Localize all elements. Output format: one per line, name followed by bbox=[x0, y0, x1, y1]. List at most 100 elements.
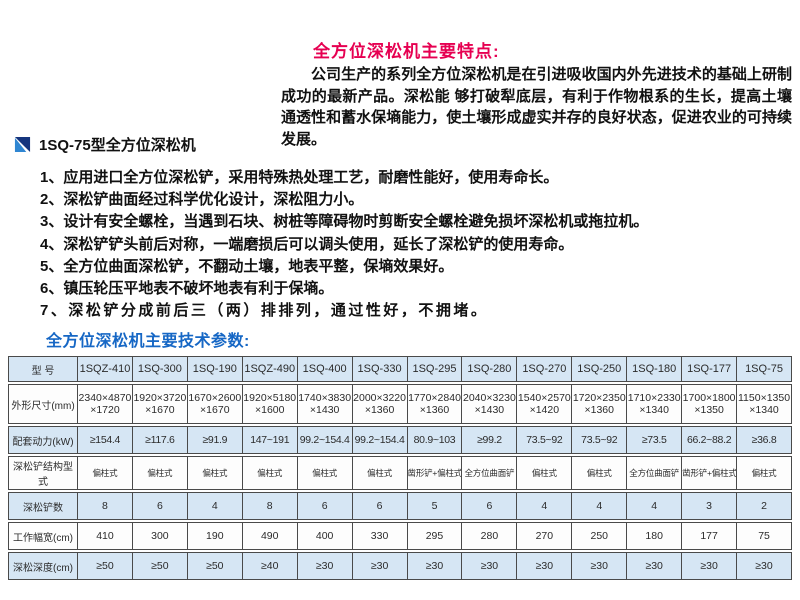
param-value-cell: 295 bbox=[407, 522, 463, 550]
param-value-cell: ≥30 bbox=[297, 552, 353, 580]
param-value-cell: 1720×2350 ×1360 bbox=[572, 384, 628, 424]
param-value-cell: 6 bbox=[297, 492, 353, 520]
param-value-cell: 偏柱式 bbox=[242, 456, 298, 490]
param-value-cell: 偏柱式 bbox=[517, 456, 573, 490]
param-value-cell: 400 bbox=[297, 522, 353, 550]
param-label-cell: 外形尺寸(mm) bbox=[8, 384, 78, 424]
param-value-cell: 偏柱式 bbox=[132, 456, 188, 490]
param-value-cell: 1770×2840 ×1360 bbox=[407, 384, 463, 424]
param-value-cell: 147~191 bbox=[242, 426, 298, 454]
model-header-cell: 1SQ-295 bbox=[407, 356, 463, 382]
param-value-cell: 180 bbox=[627, 522, 683, 550]
param-value-cell: ≥30 bbox=[682, 552, 738, 580]
model-column-label: 型 号 bbox=[8, 356, 78, 382]
param-value-cell: 4 bbox=[517, 492, 573, 520]
params-table: 型 号 1SQZ-410 1SQ-300 1SQ-190 1SQZ-490 1SQ-400… bbox=[8, 354, 792, 582]
param-label-cell: 深松深度(cm) bbox=[8, 552, 78, 580]
model-header-cell: 1SQ-250 bbox=[572, 356, 628, 382]
param-value-cell: ≥50 bbox=[78, 552, 133, 580]
param-value-cell: 410 bbox=[78, 522, 133, 550]
param-row: 配套动力(kW) ≥154.4 ≥117.6 ≥91.9 147~191 99.2~154… bbox=[8, 426, 792, 454]
param-value-cell: 偏柱式 bbox=[297, 456, 353, 490]
param-value-cell: 75 bbox=[737, 522, 792, 550]
params-title: 全方位深松机主要技术参数: bbox=[46, 333, 250, 350]
param-value-cell: 177 bbox=[682, 522, 738, 550]
param-value-cell: 偏柱式 bbox=[78, 456, 133, 490]
param-value-cell: 4 bbox=[572, 492, 628, 520]
param-value-cell: 全方位曲面铲 bbox=[627, 456, 683, 490]
param-value-cell: ≥30 bbox=[572, 552, 628, 580]
model-header-cell: 1SQ-330 bbox=[352, 356, 408, 382]
param-value-cell: ≥99.2 bbox=[462, 426, 518, 454]
param-value-cell: ≥30 bbox=[352, 552, 408, 580]
param-value-cell: 偏柱式 bbox=[352, 456, 408, 490]
param-value-cell: ≥50 bbox=[132, 552, 188, 580]
param-value-cell: 3 bbox=[682, 492, 738, 520]
param-value-cell: 凿形铲+偏柱式 bbox=[682, 456, 738, 490]
param-value-cell: ≥73.5 bbox=[627, 426, 683, 454]
features-list: 1、应用进口全方位深松铲，采用特殊热处理工艺，耐磨性能好，使用寿命长。 2、深松铲… bbox=[40, 167, 790, 322]
param-value-cell: ≥30 bbox=[627, 552, 683, 580]
param-value-cell: 8 bbox=[242, 492, 298, 520]
param-value-cell: 1700×1800 ×1350 bbox=[682, 384, 738, 424]
param-row: 深松铲结构型式 偏柱式 偏柱式 偏柱式 偏柱式 偏柱式 偏柱式 凿形铲+偏柱式 全方位曲面铲 偏柱… bbox=[8, 456, 792, 490]
param-value-cell: 2340×4870 ×1720 bbox=[78, 384, 133, 424]
param-value-cell: 66.2~88.2 bbox=[682, 426, 738, 454]
param-value-cell: 270 bbox=[517, 522, 573, 550]
param-value-cell: 6 bbox=[352, 492, 408, 520]
params-table-wrap: 型 号 1SQZ-410 1SQ-300 1SQ-190 1SQZ-490 1SQ-400… bbox=[8, 354, 792, 582]
param-value-cell: 73.5~92 bbox=[572, 426, 628, 454]
model-header-cell: 1SQ-177 bbox=[682, 356, 738, 382]
param-value-cell: 330 bbox=[352, 522, 408, 550]
param-value-cell: 250 bbox=[572, 522, 628, 550]
features-paragraph: 公司生产的系列全方位深松机是在引进吸收国内外先进技术的基础上研制成功的最新产品。… bbox=[281, 66, 792, 148]
params-table-head: 型 号 1SQZ-410 1SQ-300 1SQ-190 1SQZ-490 1SQ-400… bbox=[8, 356, 792, 382]
param-value-cell: 偏柱式 bbox=[187, 456, 243, 490]
features-title: 全方位深松机主要特点: bbox=[313, 42, 500, 61]
param-value-cell: 2000×3220 ×1360 bbox=[352, 384, 408, 424]
feature-item: 6、镇压轮压平地表不破坏地表有利于保墒。 bbox=[40, 280, 334, 298]
feature-item: 4、深松铲铲头前后对称，一端磨损后可以调头使用，延长了深松铲的使用寿命。 bbox=[40, 235, 574, 253]
param-row: 深松铲数 8 6 4 8 6 6 5 6 4 4 4 3 2 bbox=[8, 492, 792, 520]
param-value-cell: 300 bbox=[132, 522, 188, 550]
model-header-cell: 1SQ-75 bbox=[737, 356, 792, 382]
model-header-cell: 1SQ-270 bbox=[517, 356, 573, 382]
param-value-cell: 4 bbox=[627, 492, 683, 520]
param-value-cell: 偏柱式 bbox=[572, 456, 628, 490]
feature-item: 2、深松铲曲面经过科学优化设计，深松阻力小。 bbox=[40, 191, 364, 209]
param-value-cell: 2 bbox=[737, 492, 792, 520]
product-heading: 1SQ-75型全方位深松机 bbox=[14, 134, 196, 155]
param-value-cell: 1670×2600 ×1670 bbox=[187, 384, 243, 424]
params-table-body: 外形尺寸(mm) 2340×4870 ×1720 1920×3720 ×1670 16… bbox=[8, 384, 792, 580]
param-value-cell: ≥40 bbox=[242, 552, 298, 580]
param-row: 工作幅宽(cm) 410 300 190 490 400 330 295 280 270 250 18… bbox=[8, 522, 792, 550]
params-header-row: 型 号 1SQZ-410 1SQ-300 1SQ-190 1SQZ-490 1SQ-400… bbox=[8, 356, 792, 382]
param-value-cell: 全方位曲面铲 bbox=[462, 456, 518, 490]
model-header-cell: 1SQZ-410 bbox=[78, 356, 133, 382]
feature-item: 1、应用进口全方位深松铲，采用特殊热处理工艺，耐磨性能好，使用寿命长。 bbox=[40, 169, 559, 186]
param-value-cell: 1920×5180 ×1600 bbox=[242, 384, 298, 424]
param-row: 深松深度(cm) ≥50 ≥50 ≥50 ≥40 ≥30 ≥30 ≥30 ≥30 ≥30 ≥30 ≥3… bbox=[8, 552, 792, 580]
param-value-cell: 280 bbox=[462, 522, 518, 550]
param-value-cell: 6 bbox=[462, 492, 518, 520]
product-heading-label: 1SQ-75型全方位深松机 bbox=[39, 137, 196, 154]
param-value-cell: 99.2~154.4 bbox=[352, 426, 408, 454]
param-label-cell: 工作幅宽(cm) bbox=[8, 522, 78, 550]
param-label-cell: 配套动力(kW) bbox=[8, 426, 78, 454]
param-value-cell: 1740×3830 ×1430 bbox=[297, 384, 353, 424]
model-header-cell: 1SQ-190 bbox=[187, 356, 243, 382]
model-header-cell: 1SQ-400 bbox=[297, 356, 353, 382]
param-label-cell: 深松铲结构型式 bbox=[8, 456, 78, 490]
param-value-cell: ≥154.4 bbox=[78, 426, 133, 454]
feature-item: 3、设计有安全螺栓，当遇到石块、树桩等障碍物时剪断安全螺栓避免损坏深松机或拖拉机… bbox=[40, 213, 649, 231]
param-value-cell: 2040×3230 ×1430 bbox=[462, 384, 518, 424]
param-value-cell: 1920×3720 ×1670 bbox=[132, 384, 188, 424]
feature-item: 5、全方位曲面深松铲，不翻动土壤，地表平整，保墒效果好。 bbox=[40, 257, 454, 275]
brand-logo-icon bbox=[14, 136, 31, 153]
model-header-cell: 1SQ-180 bbox=[627, 356, 683, 382]
param-value-cell: 6 bbox=[132, 492, 188, 520]
param-value-cell: ≥30 bbox=[407, 552, 463, 580]
param-value-cell: 5 bbox=[407, 492, 463, 520]
param-value-cell: ≥91.9 bbox=[187, 426, 243, 454]
param-value-cell: 8 bbox=[78, 492, 133, 520]
